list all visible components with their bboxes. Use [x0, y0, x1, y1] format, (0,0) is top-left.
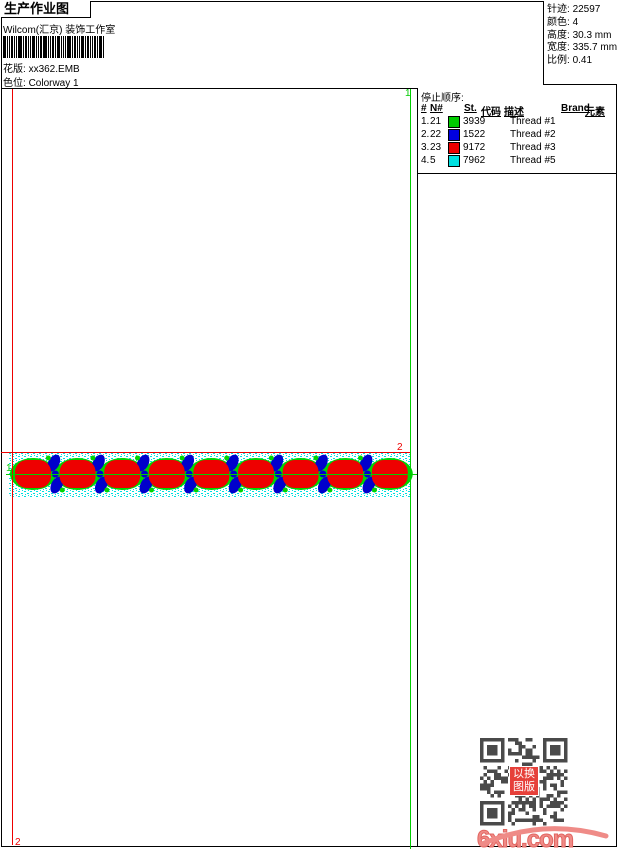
qr-logo-text: 图版 — [513, 781, 535, 793]
height-value: 30.3 mm — [572, 29, 612, 41]
col-code: 代码 — [481, 107, 501, 118]
qr-logo-text: 以换 — [513, 768, 535, 780]
thread-color-swatch — [448, 116, 460, 128]
table-row-cell: 23 — [430, 142, 442, 153]
colorway-line: 色位: Colorway 1 — [3, 74, 79, 89]
table-row-cell: 1522 — [463, 129, 486, 140]
col-desc: 描述 — [504, 107, 524, 118]
width-row: 宽度: 335.7 mm — [547, 42, 617, 55]
colors-value: 4 — [572, 16, 579, 28]
table-row-cell: Thread #5 — [510, 155, 556, 166]
table-row-cell: Thread #2 — [510, 129, 556, 140]
stitches-value: 22597 — [572, 4, 601, 15]
design-file-value: xx362.EMB — [28, 64, 80, 75]
col-brand: Brand — [561, 103, 590, 114]
table-row-cell: 2. — [421, 129, 430, 140]
table-row-cell: 3939 — [463, 116, 486, 127]
thread-color-swatch — [448, 155, 460, 167]
header-divider — [1, 88, 417, 89]
qr-center-logo: 以换 图版 — [509, 766, 539, 796]
height-label: 高度: — [547, 29, 570, 41]
table-row-cell: Thread #3 — [510, 142, 556, 153]
table-row-cell: 22 — [430, 129, 442, 140]
height-row: 高度: 30.3 mm — [547, 30, 617, 43]
design-info-panel: 针迹: 22597 颜色: 4 高度: 30.3 mm 宽度: 335.7 mm… — [543, 1, 617, 85]
design-file-line: 花版: xx362.EMB — [3, 60, 80, 75]
page-title: 生产作业图 — [1, 1, 91, 18]
stop-sequence-title: 停止顺序: — [421, 93, 464, 104]
col-st: St. — [464, 103, 477, 114]
colors-label: 颜色: — [547, 16, 570, 28]
table-row-cell: 21 — [430, 116, 442, 127]
scale-label: 比例: — [547, 55, 570, 67]
table-row-cell: 9172 — [463, 142, 486, 153]
width-value: 335.7 mm — [572, 42, 618, 54]
page-border — [1, 1, 617, 847]
stitches-row: 针迹: 22597 — [547, 4, 617, 17]
colors-row: 颜色: 4 — [547, 17, 617, 30]
thread-color-swatch — [448, 142, 460, 154]
colorway-value: Colorway 1 — [28, 78, 79, 89]
table-row-cell: 1. — [421, 116, 430, 127]
table-row-cell: Thread #1 — [510, 116, 556, 127]
table-row-cell: 4. — [421, 155, 430, 166]
site-watermark: 6xiu.com — [476, 826, 574, 854]
thread-color-swatch — [448, 129, 460, 141]
table-row-cell: 3. — [421, 142, 430, 153]
col-needle: N# — [430, 103, 443, 114]
table-row-cell: 5 — [430, 155, 436, 166]
colorway-label: 色位: — [3, 78, 26, 89]
stitches-label: 针迹: — [547, 4, 570, 15]
col-elements: 元素 — [585, 107, 605, 118]
studio-name: Wilcom(汇京) 装饰工作室 — [3, 25, 116, 36]
design-barcode — [3, 36, 105, 58]
width-label: 宽度: — [547, 42, 570, 54]
right-panel-divider — [417, 88, 418, 846]
stop-sequence-divider — [417, 173, 617, 174]
scale-value: 0.41 — [572, 55, 593, 67]
col-num: # — [421, 103, 427, 114]
scale-row: 比例: 0.41 — [547, 55, 617, 68]
design-file-label: 花版: — [3, 64, 26, 75]
table-row-cell: 7962 — [463, 155, 486, 166]
